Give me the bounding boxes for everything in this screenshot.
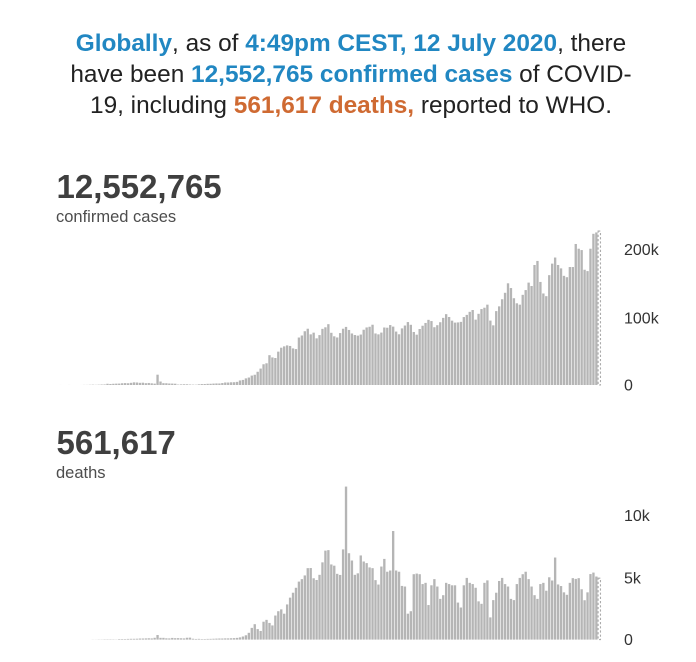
svg-text:0: 0 <box>624 632 633 649</box>
svg-text:100k: 100k <box>624 311 660 328</box>
svg-text:0: 0 <box>624 378 633 395</box>
svg-text:5k: 5k <box>624 570 642 587</box>
svg-text:200k: 200k <box>624 242 660 259</box>
svg-text:10k: 10k <box>624 508 651 525</box>
